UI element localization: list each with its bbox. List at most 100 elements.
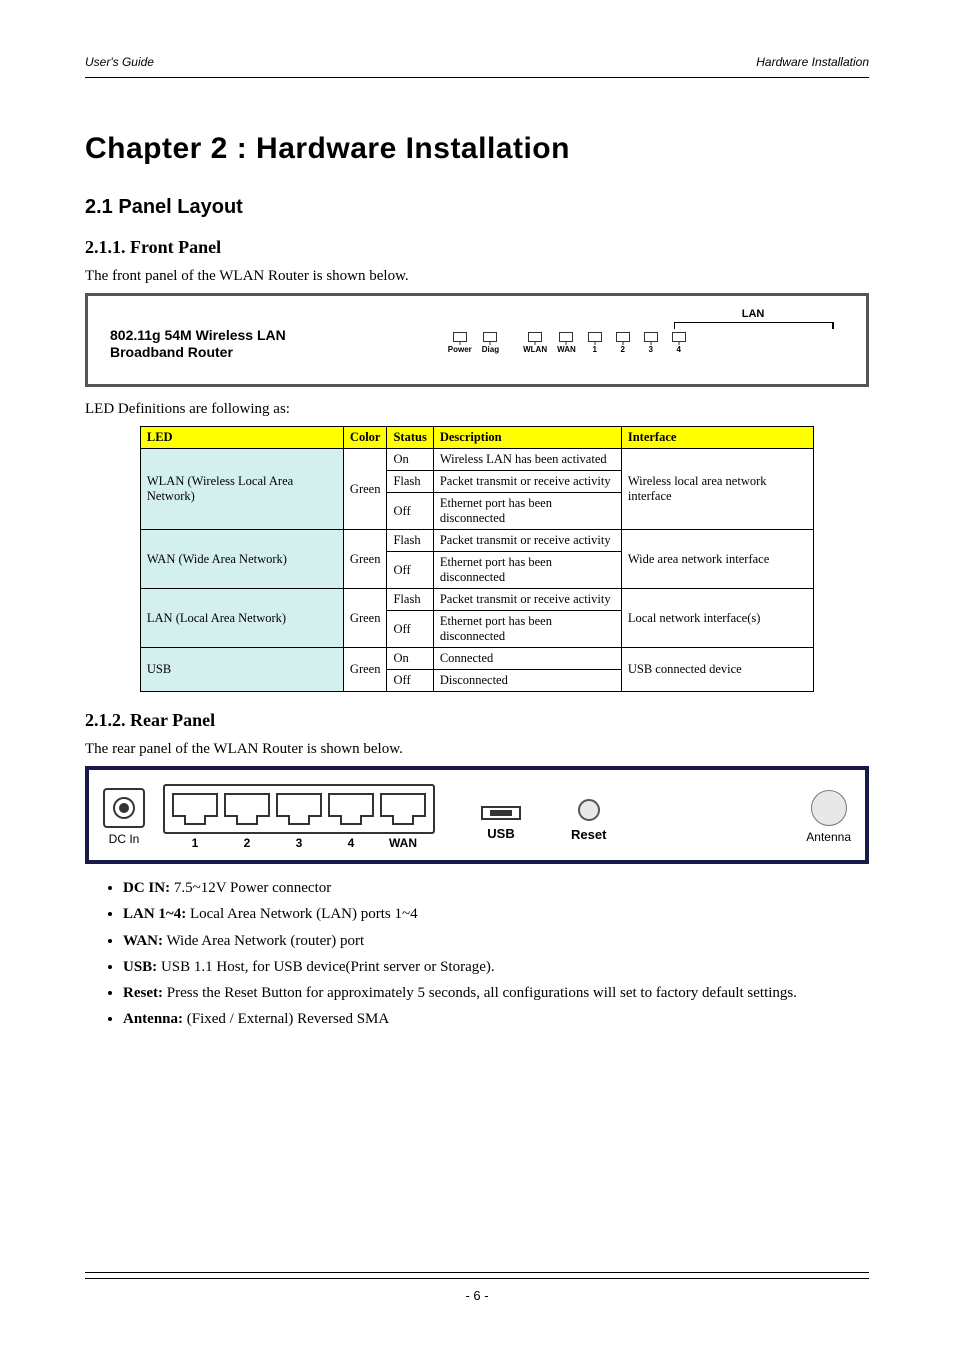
td-status: Flash xyxy=(387,530,433,552)
rj45-label-2: 2 xyxy=(221,836,273,850)
footer-rule-upper xyxy=(85,1272,869,1273)
router-product-label: 802.11g 54M Wireless LAN Broadband Route… xyxy=(110,327,286,362)
lan-bracket xyxy=(674,322,834,330)
rear-panel-intro: The rear panel of the WLAN Router is sho… xyxy=(85,741,869,758)
bullet-item: Antenna: (Fixed / External) Reversed SMA xyxy=(123,1009,869,1029)
led-lan1-label: 1 xyxy=(593,345,597,354)
led-wlan-icon xyxy=(528,332,542,342)
rj45-group-block: 1 2 3 4 WAN xyxy=(163,784,435,850)
td-color: Green xyxy=(343,589,387,648)
bullet-label: WAN: xyxy=(123,933,163,949)
footer-rule-lower xyxy=(85,1278,869,1279)
reset-label: Reset xyxy=(571,827,606,842)
rj45-labels: 1 2 3 4 WAN xyxy=(169,836,429,850)
td-status: Off xyxy=(387,552,433,589)
td-led: WLAN (Wireless Local Area Network) xyxy=(140,449,343,530)
td-status: Off xyxy=(387,611,433,648)
td-color: Green xyxy=(343,530,387,589)
td-interface: Wireless local area network interface xyxy=(621,449,813,530)
antenna-label: Antenna xyxy=(806,830,851,844)
rear-panel-bullet-list: DC IN: 7.5~12V Power connector LAN 1~4: L… xyxy=(123,878,869,1030)
td-status: Off xyxy=(387,493,433,530)
td-description: Ethernet port has been disconnected xyxy=(433,611,621,648)
table-row: WLAN (Wireless Local Area Network)GreenO… xyxy=(140,449,813,471)
bullet-label: Antenna: xyxy=(123,1011,183,1027)
section-panel-layout: 2.1 Panel Layout xyxy=(85,196,869,219)
bullet-text: 7.5~12V Power connector xyxy=(170,880,331,896)
td-status: Flash xyxy=(387,471,433,493)
table-row: LAN (Local Area Network)GreenFlashPacket… xyxy=(140,589,813,611)
front-panel-figure: 802.11g 54M Wireless LAN Broadband Route… xyxy=(85,293,869,387)
rj45-port-1-icon xyxy=(169,790,221,830)
bullet-label: DC IN: xyxy=(123,880,170,896)
led-lan3-label: 3 xyxy=(649,345,653,354)
lan-group-label: LAN xyxy=(742,308,765,320)
th-interface: Interface xyxy=(621,427,813,449)
rear-panel-figure: DC In 1 2 3 4 WAN USB xyxy=(85,766,869,864)
led-power-icon xyxy=(453,332,467,342)
bullet-text: Wide Area Network (router) port xyxy=(163,933,364,949)
page: User's Guide Hardware Installation Chapt… xyxy=(0,0,954,1351)
reset-block: Reset xyxy=(571,793,606,842)
led-lan1-icon xyxy=(588,332,602,342)
usb-label: USB xyxy=(487,826,514,841)
bullet-text: Local Area Network (LAN) ports 1~4 xyxy=(186,906,417,922)
td-interface: Wide area network interface xyxy=(621,530,813,589)
bullet-text: (Fixed / External) Reversed SMA xyxy=(183,1011,389,1027)
front-panel-leds: LAN Power Diag WLAN WAN 1 2 3 xyxy=(316,314,848,374)
led-lan4-label: 4 xyxy=(677,345,681,354)
front-panel-heading: 2.1.1. Front Panel xyxy=(85,237,869,258)
dc-in-block: DC In xyxy=(103,788,145,846)
front-panel-intro: The front panel of the WLAN Router is sh… xyxy=(85,268,869,285)
bullet-item: WAN: Wide Area Network (router) port xyxy=(123,931,869,951)
td-interface: Local network interface(s) xyxy=(621,589,813,648)
antenna-connector-icon xyxy=(811,790,847,826)
reset-button-icon xyxy=(578,799,600,821)
rear-panel-heading: 2.1.2. Rear Panel xyxy=(85,710,869,731)
th-color: Color xyxy=(343,427,387,449)
td-status: On xyxy=(387,449,433,471)
td-description: Packet transmit or receive activity xyxy=(433,471,621,493)
led-lan2-label: 2 xyxy=(621,345,625,354)
td-led: LAN (Local Area Network) xyxy=(140,589,343,648)
bullet-label: LAN 1~4: xyxy=(123,906,186,922)
page-header: User's Guide Hardware Installation xyxy=(85,55,869,69)
led-lan4-icon xyxy=(672,332,686,342)
rj45-port-3-icon xyxy=(273,790,325,830)
td-status: On xyxy=(387,648,433,670)
led-lan2-icon xyxy=(616,332,630,342)
td-color: Green xyxy=(343,449,387,530)
bullet-item: DC IN: 7.5~12V Power connector xyxy=(123,878,869,898)
dc-in-jack-icon xyxy=(103,788,145,828)
bullet-text: USB 1.1 Host, for USB device(Print serve… xyxy=(157,959,494,975)
led-definitions-label: LED Definitions are following as: xyxy=(85,401,869,418)
led-diag-icon xyxy=(483,332,497,342)
router-product-label-line1: 802.11g 54M Wireless LAN xyxy=(110,327,286,343)
usb-block: USB xyxy=(481,794,521,841)
bullet-label: USB: xyxy=(123,959,157,975)
led-wan-label: WAN xyxy=(557,345,576,354)
bullet-item: LAN 1~4: Local Area Network (LAN) ports … xyxy=(123,904,869,924)
header-rule xyxy=(85,77,869,78)
bullet-item: Reset: Press the Reset Button for approx… xyxy=(123,983,869,1003)
rj45-label-4: 4 xyxy=(325,836,377,850)
header-right: Hardware Installation xyxy=(756,55,869,69)
rj45-label-wan: WAN xyxy=(377,836,429,850)
td-description: Packet transmit or receive activity xyxy=(433,530,621,552)
rj45-group xyxy=(163,784,435,834)
rj45-port-4-icon xyxy=(325,790,377,830)
td-description: Disconnected xyxy=(433,670,621,692)
td-status: Off xyxy=(387,670,433,692)
rj45-port-wan-icon xyxy=(377,790,429,830)
antenna-block: Antenna xyxy=(806,790,851,844)
td-status: Flash xyxy=(387,589,433,611)
td-description: Connected xyxy=(433,648,621,670)
dc-in-label: DC In xyxy=(109,832,140,846)
td-led: WAN (Wide Area Network) xyxy=(140,530,343,589)
td-color: Green xyxy=(343,648,387,692)
table-row: USBGreenOnConnectedUSB connected device xyxy=(140,648,813,670)
led-lan3-icon xyxy=(644,332,658,342)
rj45-label-1: 1 xyxy=(169,836,221,850)
table-row: WAN (Wide Area Network)GreenFlashPacket … xyxy=(140,530,813,552)
bullet-text: Press the Reset Button for approximately… xyxy=(163,985,797,1001)
